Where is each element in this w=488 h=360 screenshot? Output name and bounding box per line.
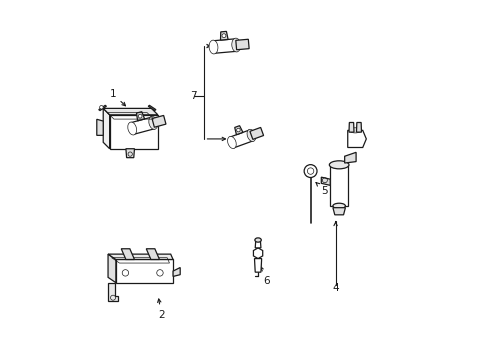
- Circle shape: [304, 165, 316, 177]
- Polygon shape: [99, 105, 106, 111]
- Ellipse shape: [332, 203, 345, 208]
- Polygon shape: [136, 112, 144, 121]
- Polygon shape: [344, 152, 355, 163]
- Circle shape: [236, 128, 240, 132]
- Polygon shape: [329, 165, 347, 206]
- Text: 6: 6: [260, 266, 269, 286]
- Ellipse shape: [328, 161, 348, 169]
- Polygon shape: [108, 283, 118, 301]
- Polygon shape: [146, 249, 159, 260]
- Polygon shape: [212, 39, 236, 53]
- Polygon shape: [249, 127, 263, 139]
- Ellipse shape: [254, 238, 261, 242]
- Polygon shape: [152, 116, 165, 127]
- Polygon shape: [253, 248, 262, 258]
- Text: 3: 3: [117, 120, 134, 130]
- Text: 4: 4: [332, 283, 338, 293]
- Polygon shape: [229, 130, 253, 148]
- Circle shape: [138, 114, 142, 118]
- Ellipse shape: [227, 136, 236, 149]
- Polygon shape: [148, 105, 156, 111]
- Text: 2: 2: [157, 299, 164, 320]
- Text: 7: 7: [190, 91, 197, 101]
- Polygon shape: [235, 39, 248, 50]
- Circle shape: [222, 34, 225, 38]
- Polygon shape: [348, 122, 353, 132]
- Ellipse shape: [231, 38, 240, 52]
- Polygon shape: [108, 254, 116, 283]
- Polygon shape: [321, 177, 329, 185]
- Polygon shape: [347, 130, 366, 148]
- Polygon shape: [103, 108, 109, 149]
- Circle shape: [100, 105, 103, 109]
- Polygon shape: [255, 240, 261, 248]
- Ellipse shape: [348, 128, 361, 133]
- Polygon shape: [125, 149, 134, 158]
- Polygon shape: [109, 115, 158, 149]
- Polygon shape: [234, 126, 243, 135]
- Polygon shape: [97, 119, 103, 135]
- Polygon shape: [130, 117, 154, 134]
- Text: 5: 5: [315, 183, 327, 195]
- Polygon shape: [103, 108, 158, 115]
- Ellipse shape: [148, 116, 157, 129]
- Polygon shape: [116, 260, 173, 283]
- Polygon shape: [121, 249, 134, 260]
- Polygon shape: [173, 267, 180, 276]
- Ellipse shape: [127, 122, 136, 135]
- Ellipse shape: [246, 129, 255, 141]
- Polygon shape: [220, 31, 227, 40]
- Polygon shape: [108, 254, 173, 260]
- Text: 1: 1: [109, 89, 125, 106]
- Ellipse shape: [209, 40, 218, 54]
- Polygon shape: [254, 258, 261, 272]
- Polygon shape: [332, 208, 345, 215]
- Polygon shape: [356, 122, 361, 132]
